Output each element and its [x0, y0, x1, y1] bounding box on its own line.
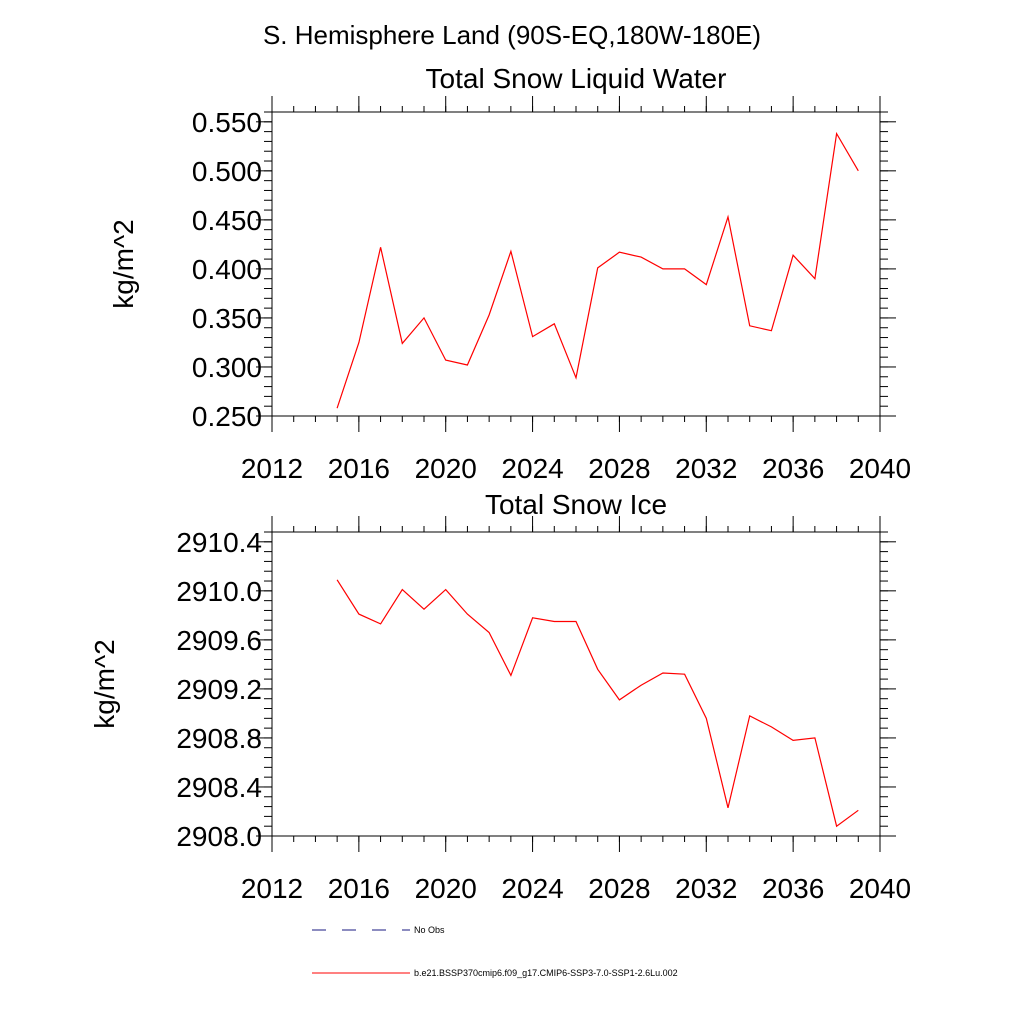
- series-line: [336, 579, 859, 828]
- y-tick-label: 2909.6: [176, 625, 262, 656]
- legend-label-model: b.e21.BSSP370cmip6.f09_g17.CMIP6-SSP3-7.…: [414, 968, 678, 978]
- y-tick-label: 2910.4: [176, 527, 262, 558]
- y-tick-label: 0.350: [192, 303, 262, 334]
- y-tick-label: 0.500: [192, 156, 262, 187]
- plot-area: 2012 2016 2020 2024 2028 2032 2036 2040 0.250 0.3…: [192, 96, 911, 484]
- x-tick-label: 2028: [588, 453, 650, 484]
- x-tick-label: 2016: [328, 873, 390, 904]
- x-tick-label: 2040: [849, 873, 911, 904]
- legend-label-no-obs: No Obs: [414, 925, 445, 935]
- chart-title: Total Snow Ice: [485, 489, 667, 520]
- y-axis-label: kg/m^2: [108, 219, 139, 308]
- plot-frame: [271, 111, 881, 417]
- y-tick-label: 2910.0: [176, 576, 262, 607]
- x-tick-label: 2016: [328, 453, 390, 484]
- y-tick-label: 0.450: [192, 205, 262, 236]
- x-tick-label: 2036: [762, 873, 824, 904]
- plot-frame: [271, 531, 881, 837]
- y-tick-label: 2908.4: [176, 772, 262, 803]
- figure-title: S. Hemisphere Land (90S-EQ,180W-180E): [263, 20, 761, 50]
- y-tick-label: 0.300: [192, 352, 262, 383]
- y-tick-label: 2909.2: [176, 674, 262, 705]
- x-tick-label: 2020: [415, 873, 477, 904]
- y-tick-label: 0.550: [192, 107, 262, 138]
- x-tick-label: 2032: [675, 453, 737, 484]
- x-tick-label: 2028: [588, 873, 650, 904]
- x-tick-label: 2024: [501, 453, 563, 484]
- y-tick-label: 0.400: [192, 254, 262, 285]
- x-tick-label: 2012: [241, 873, 303, 904]
- x-tick-label: 2032: [675, 873, 737, 904]
- chart-title: Total Snow Liquid Water: [426, 63, 727, 94]
- x-tick-label: 2020: [415, 453, 477, 484]
- x-tick-label: 2036: [762, 453, 824, 484]
- legend: No Obs b.e21.BSSP370cmip6.f09_g17.CMIP6-…: [312, 925, 678, 978]
- series-line: [336, 131, 859, 409]
- y-tick-label: 2908.0: [176, 821, 262, 852]
- y-tick-label: 0.250: [192, 401, 262, 432]
- y-axis-label: kg/m^2: [89, 639, 120, 728]
- y-tick-label: 2908.8: [176, 723, 262, 754]
- plot-area: 2012 2016 2020 2024 2028 2032 2036 2040 2908.0 29…: [176, 516, 911, 904]
- chart-panel-snow-liquid-water: Total Snow Liquid Water kg/m^2 2012 2016 2…: [108, 63, 911, 484]
- chart-panel-snow-ice: Total Snow Ice kg/m^2 2012 2016 2020 2024 20…: [89, 489, 911, 904]
- x-tick-label: 2012: [241, 453, 303, 484]
- x-tick-label: 2040: [849, 453, 911, 484]
- x-tick-label: 2024: [501, 873, 563, 904]
